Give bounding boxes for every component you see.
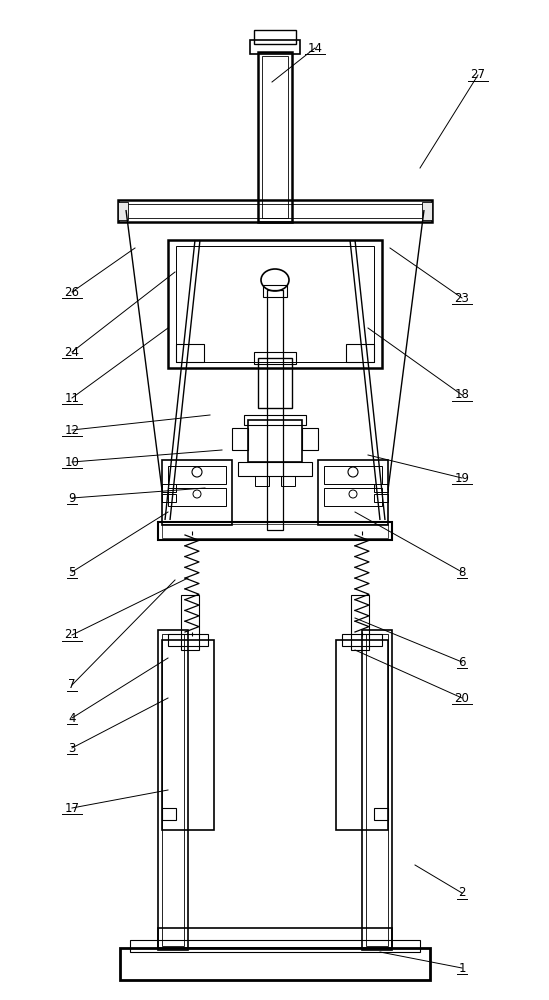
Bar — [158, 522, 392, 540]
Bar — [162, 634, 184, 946]
Text: 26: 26 — [64, 286, 80, 298]
Text: 21: 21 — [64, 629, 80, 642]
Bar — [262, 56, 288, 218]
Bar — [168, 240, 382, 368]
Bar — [258, 52, 292, 222]
Bar — [346, 344, 374, 362]
Bar — [366, 634, 388, 946]
Bar — [374, 808, 388, 820]
Bar — [351, 595, 369, 650]
Bar — [250, 40, 300, 54]
Text: 6: 6 — [458, 656, 466, 668]
Bar — [281, 476, 295, 486]
Bar — [342, 634, 382, 646]
Bar — [258, 358, 292, 408]
Bar — [168, 634, 208, 646]
Bar — [162, 808, 176, 820]
Text: 1: 1 — [458, 962, 466, 974]
Bar — [232, 428, 248, 450]
Bar — [374, 494, 388, 502]
Bar — [302, 428, 318, 450]
Bar — [181, 595, 199, 650]
Bar — [248, 420, 302, 462]
Bar — [324, 466, 382, 484]
Bar — [238, 462, 312, 476]
Bar — [118, 202, 128, 220]
Text: 14: 14 — [307, 41, 322, 54]
Bar — [124, 204, 426, 218]
Bar — [158, 928, 392, 948]
Text: 8: 8 — [458, 566, 466, 578]
Bar — [130, 940, 420, 952]
Bar — [267, 290, 283, 530]
Text: 4: 4 — [68, 712, 76, 724]
Bar — [318, 460, 388, 525]
Bar — [162, 460, 232, 525]
Bar — [374, 484, 388, 492]
Bar — [162, 484, 176, 492]
Text: 7: 7 — [68, 678, 76, 692]
Text: 18: 18 — [455, 388, 469, 401]
Bar — [162, 494, 176, 502]
Text: 17: 17 — [64, 802, 80, 814]
Bar — [168, 466, 226, 484]
Text: 11: 11 — [64, 391, 80, 404]
Bar — [162, 640, 214, 830]
Text: 9: 9 — [68, 491, 76, 504]
Text: 10: 10 — [65, 456, 80, 468]
Text: 5: 5 — [68, 566, 76, 578]
Text: 23: 23 — [455, 292, 469, 304]
Bar — [176, 344, 204, 362]
Bar — [255, 476, 269, 486]
Bar — [118, 200, 432, 222]
Bar — [254, 30, 296, 44]
Bar — [162, 524, 388, 538]
Bar — [263, 285, 287, 297]
Text: 2: 2 — [458, 886, 466, 900]
Bar — [168, 488, 226, 506]
Bar — [120, 948, 430, 980]
Bar — [176, 246, 374, 362]
Text: 27: 27 — [470, 68, 485, 82]
Bar — [324, 488, 382, 506]
Text: 20: 20 — [455, 692, 469, 704]
Bar — [244, 415, 306, 425]
Bar — [336, 640, 388, 830]
Bar — [362, 630, 392, 950]
Text: 19: 19 — [455, 472, 469, 485]
Text: 12: 12 — [64, 424, 80, 436]
Bar — [254, 352, 296, 364]
Bar — [422, 202, 432, 220]
Text: 3: 3 — [68, 742, 76, 754]
Bar — [158, 630, 188, 950]
Text: 24: 24 — [64, 346, 80, 359]
